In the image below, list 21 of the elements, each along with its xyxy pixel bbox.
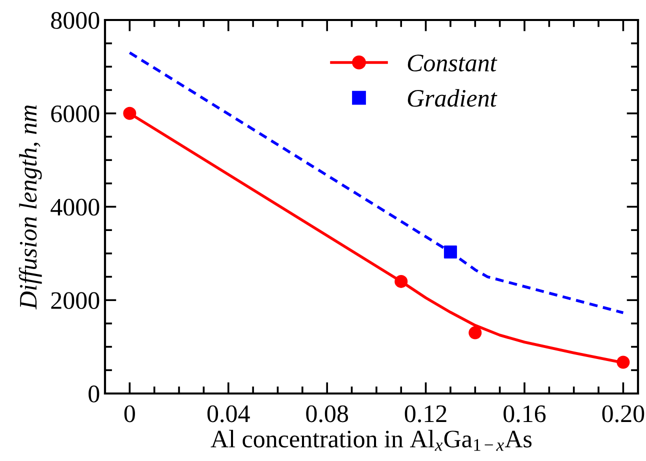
legend-label: Gradient [408, 89, 498, 107]
y-tick-label: 6000 [51, 105, 100, 122]
y-tick-label: 2000 [51, 292, 100, 310]
y-axis-title: Diffusion length, nm [18, 105, 42, 310]
point [123, 106, 136, 120]
x-axis-title: Al concentration in Al$_{x}$Ga$_{1−x}$As [210, 430, 532, 451]
point [394, 274, 408, 288]
point [444, 246, 457, 259]
y-tick-label: 8000 [51, 12, 100, 29]
y-tick-label: 4000 [50, 198, 100, 216]
point [616, 356, 630, 369]
x-tick-label: 0.16 [504, 405, 546, 422]
x-tick-label: 0.04 [207, 405, 250, 422]
x-tick-label: 0 [124, 405, 135, 422]
point [468, 326, 482, 340]
legend-label: Constant [408, 54, 498, 72]
x-tick-label: 0.08 [306, 405, 348, 422]
line-series [128, 51, 625, 314]
x-tick-label: 0.12 [404, 405, 446, 422]
x-tick-label: 0.20 [602, 405, 644, 422]
y-tick-label: 0 [88, 386, 100, 402]
